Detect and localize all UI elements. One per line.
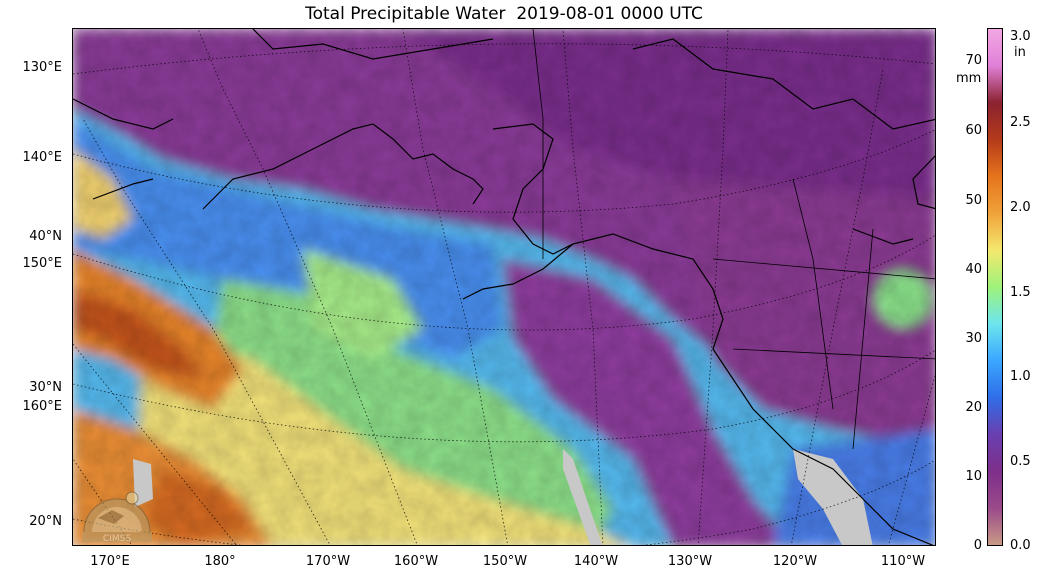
bottom-label: 150°W [482, 554, 528, 569]
colorbar-mm-tick: 60 [965, 123, 982, 138]
colorbar-in-tick: 2.5 [1010, 115, 1031, 130]
bottom-label: 110°W [880, 554, 926, 569]
colorbar-in-tick: 3.0 [1010, 29, 1031, 44]
colorbar-mm-tick: 10 [965, 469, 982, 484]
left-label: 30°N [29, 380, 62, 395]
colorbar-mm-tick: 70 [965, 53, 982, 68]
map-title: Total Precipitable Water 2019-08-01 0000… [305, 4, 703, 24]
left-label: 150°E [22, 256, 62, 271]
colorbar-in-tick: 0.5 [1010, 454, 1031, 469]
colorbar-in-tick: 1.0 [1010, 369, 1031, 384]
left-label: 130°E [22, 60, 62, 75]
left-label: 160°E [22, 399, 62, 414]
bottom-label: 140°W [573, 554, 619, 569]
bottom-label: 170°E [90, 554, 130, 569]
svg-text:CIMSS: CIMSS [103, 534, 131, 544]
colorbar-in-tick: 1.5 [1010, 285, 1031, 300]
bottom-label: 170°W [305, 554, 351, 569]
colorbar-mm-tick: 30 [965, 331, 982, 346]
colorbar-in-tick: 0.0 [1010, 538, 1031, 553]
colorbar-in-unit: in [1014, 45, 1026, 60]
bottom-label: 130°W [667, 554, 713, 569]
colorbar [987, 28, 1003, 546]
colorbar-mm-tick: 20 [965, 400, 982, 415]
state-borders [532, 29, 935, 450]
cimss-logo: CIMSS [78, 488, 156, 544]
colorbar-mm-unit: mm [956, 71, 982, 86]
bottom-label: 180° [204, 554, 236, 569]
no-data-areas [133, 449, 873, 545]
colorbar-mm-tick: 0 [973, 538, 982, 553]
precipitable-water-map [72, 28, 936, 546]
left-label: 40°N [29, 229, 62, 244]
colorbar-mm-tick: 40 [965, 262, 982, 277]
left-label: 20°N [29, 514, 62, 529]
left-label: 140°E [22, 150, 62, 165]
colorbar-in-tick: 2.0 [1010, 200, 1031, 215]
coastlines [73, 29, 935, 545]
bottom-label: 120°W [772, 554, 818, 569]
bottom-label: 160°W [393, 554, 439, 569]
colorbar-mm-tick: 50 [965, 193, 982, 208]
